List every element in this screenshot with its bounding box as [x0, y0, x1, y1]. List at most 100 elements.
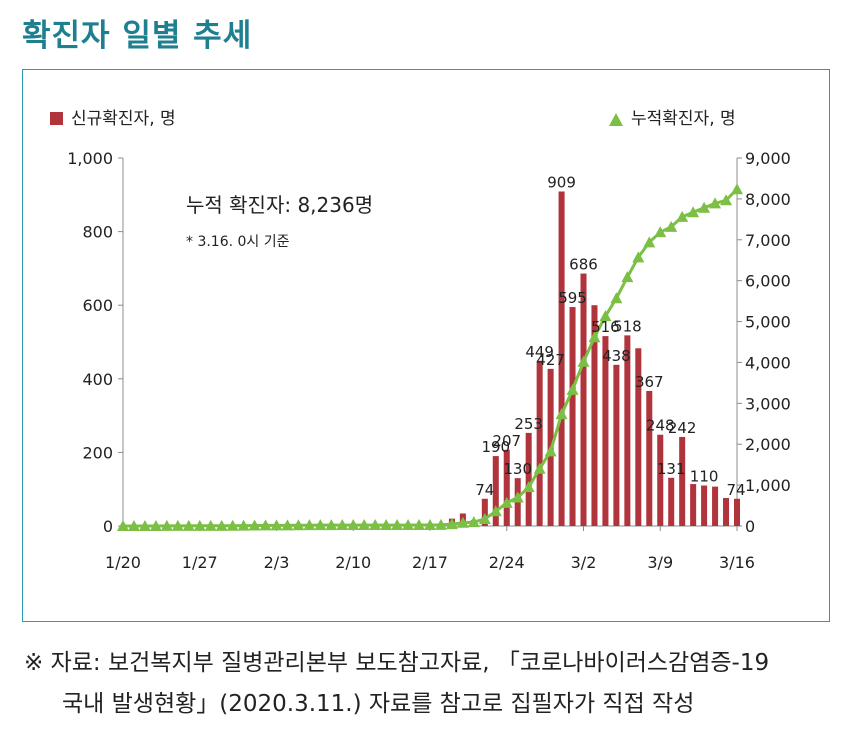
daily-case-bar	[591, 305, 598, 526]
source-note-line1: ※ 자료: 보건복지부 질병관리본부 보도참고자료, 「코로나바이러스감염증-1…	[24, 650, 770, 676]
daily-case-bar	[602, 336, 609, 526]
x-tick-label: 3/9	[647, 553, 673, 572]
cumulative-marker	[445, 518, 458, 530]
cumulative-marker	[566, 383, 579, 395]
cumulative-marker	[325, 519, 338, 531]
reference-date-note: * 3.16. 0시 기준	[186, 234, 290, 250]
legend-line-label: 누적확진자, 명	[631, 109, 736, 129]
chart-frame	[22, 69, 830, 622]
daily-case-bar	[635, 348, 642, 526]
y-right-tick-label: 3,000	[745, 394, 791, 413]
y-left-tick-label: 0	[103, 517, 113, 536]
y-left-tick-label: 800	[82, 223, 113, 242]
y-left-tick-label: 1,000	[67, 149, 113, 168]
cumulative-marker	[478, 513, 491, 525]
y-right-tick-label: 4,000	[745, 353, 791, 372]
daily-case-bar	[558, 191, 565, 526]
cumulative-marker	[237, 519, 250, 531]
daily-case-bar	[712, 486, 719, 526]
data-label: 595	[558, 289, 587, 307]
x-tick-label: 3/2	[571, 553, 597, 572]
cumulative-marker	[259, 519, 272, 531]
bar-series	[119, 191, 741, 526]
data-label: 516	[591, 318, 620, 336]
cumulative-marker	[314, 519, 327, 531]
cumulative-marker	[456, 516, 469, 528]
daily-case-bar	[525, 432, 532, 526]
daily-case-bar	[679, 436, 686, 526]
cumulative-marker	[676, 210, 689, 222]
y-left-tick-label: 600	[82, 296, 113, 315]
daily-case-bar	[624, 335, 631, 526]
cumulative-marker	[588, 331, 601, 343]
cumulative-marker	[369, 519, 382, 531]
data-label: 74	[726, 481, 745, 499]
y-right-tick-label: 6,000	[745, 272, 791, 291]
data-label: 518	[613, 317, 642, 335]
cumulative-marker	[424, 518, 436, 530]
cumulative-marker	[511, 491, 524, 503]
data-label: 242	[668, 419, 697, 437]
cumulative-marker	[544, 445, 557, 457]
cumulative-marker	[467, 516, 480, 528]
x-tick-label: 2/24	[489, 553, 525, 572]
cumulative-marker	[599, 310, 612, 322]
cumulative-marker	[687, 206, 700, 218]
daily-case-bar	[657, 434, 664, 526]
cumulative-marker	[577, 355, 590, 367]
daily-case-bar	[503, 449, 510, 526]
data-label: 367	[635, 373, 664, 391]
data-label: 686	[569, 256, 598, 274]
cumulative-marker	[720, 194, 733, 206]
cumulative-marker	[643, 236, 656, 248]
x-tick-label: 1/20	[105, 553, 141, 572]
y-right-tick-label: 0	[745, 517, 755, 536]
daily-case-bar	[690, 484, 697, 526]
legend: 신규확진자, 명 누적확진자, 명	[50, 109, 736, 129]
cumulative-marker	[347, 519, 360, 531]
cumulative-marker	[171, 519, 184, 531]
daily-case-bar	[723, 498, 730, 526]
cumulative-marker	[292, 519, 305, 531]
cumulative-line-series	[117, 183, 743, 531]
x-tick-label: 2/10	[335, 553, 371, 572]
cumulative-marker	[731, 183, 743, 195]
legend-bar-swatch	[50, 112, 63, 125]
page-title: 확진자 일별 추세	[22, 18, 253, 54]
data-label: 253	[514, 415, 543, 433]
daily-case-bar	[580, 273, 587, 526]
daily-case-bar	[668, 477, 675, 526]
cumulative-marker	[621, 271, 634, 283]
data-label: 190	[481, 438, 510, 456]
cumulative-marker	[610, 292, 623, 304]
daily-case-bar	[569, 307, 576, 526]
cumulative-marker	[654, 226, 667, 238]
y-right-tick-label: 1,000	[745, 476, 791, 495]
cumulative-marker	[138, 519, 151, 531]
cumulative-marker	[489, 505, 502, 517]
cumulative-marker	[270, 519, 283, 531]
x-tick-label: 2/3	[264, 553, 290, 572]
axes: 0 200 400 600 800 1,000 0 1,000 2,000 3,000 4,000 5…	[67, 149, 791, 572]
daily-case-bar	[701, 485, 708, 526]
cumulative-marker	[665, 220, 678, 232]
cumulative-marker	[413, 519, 426, 531]
cumulative-marker	[402, 519, 415, 531]
cumulative-marker	[632, 251, 645, 263]
data-label: 909	[547, 173, 576, 191]
cumulative-marker	[500, 496, 513, 508]
cumulative-marker	[358, 519, 371, 531]
daily-case-bar	[613, 364, 620, 526]
y-left-tick-label: 400	[82, 370, 113, 389]
cumulative-marker	[226, 519, 239, 531]
daily-case-bar	[536, 360, 543, 526]
cumulative-marker	[533, 462, 546, 474]
cumulative-marker	[380, 519, 393, 531]
cumulative-marker	[281, 519, 294, 531]
daily-case-bar	[492, 456, 499, 526]
cumulative-total-annotation: 누적 확진자: 8,236명	[186, 193, 373, 217]
legend-line-marker	[609, 113, 623, 126]
data-label: 449	[525, 343, 554, 361]
